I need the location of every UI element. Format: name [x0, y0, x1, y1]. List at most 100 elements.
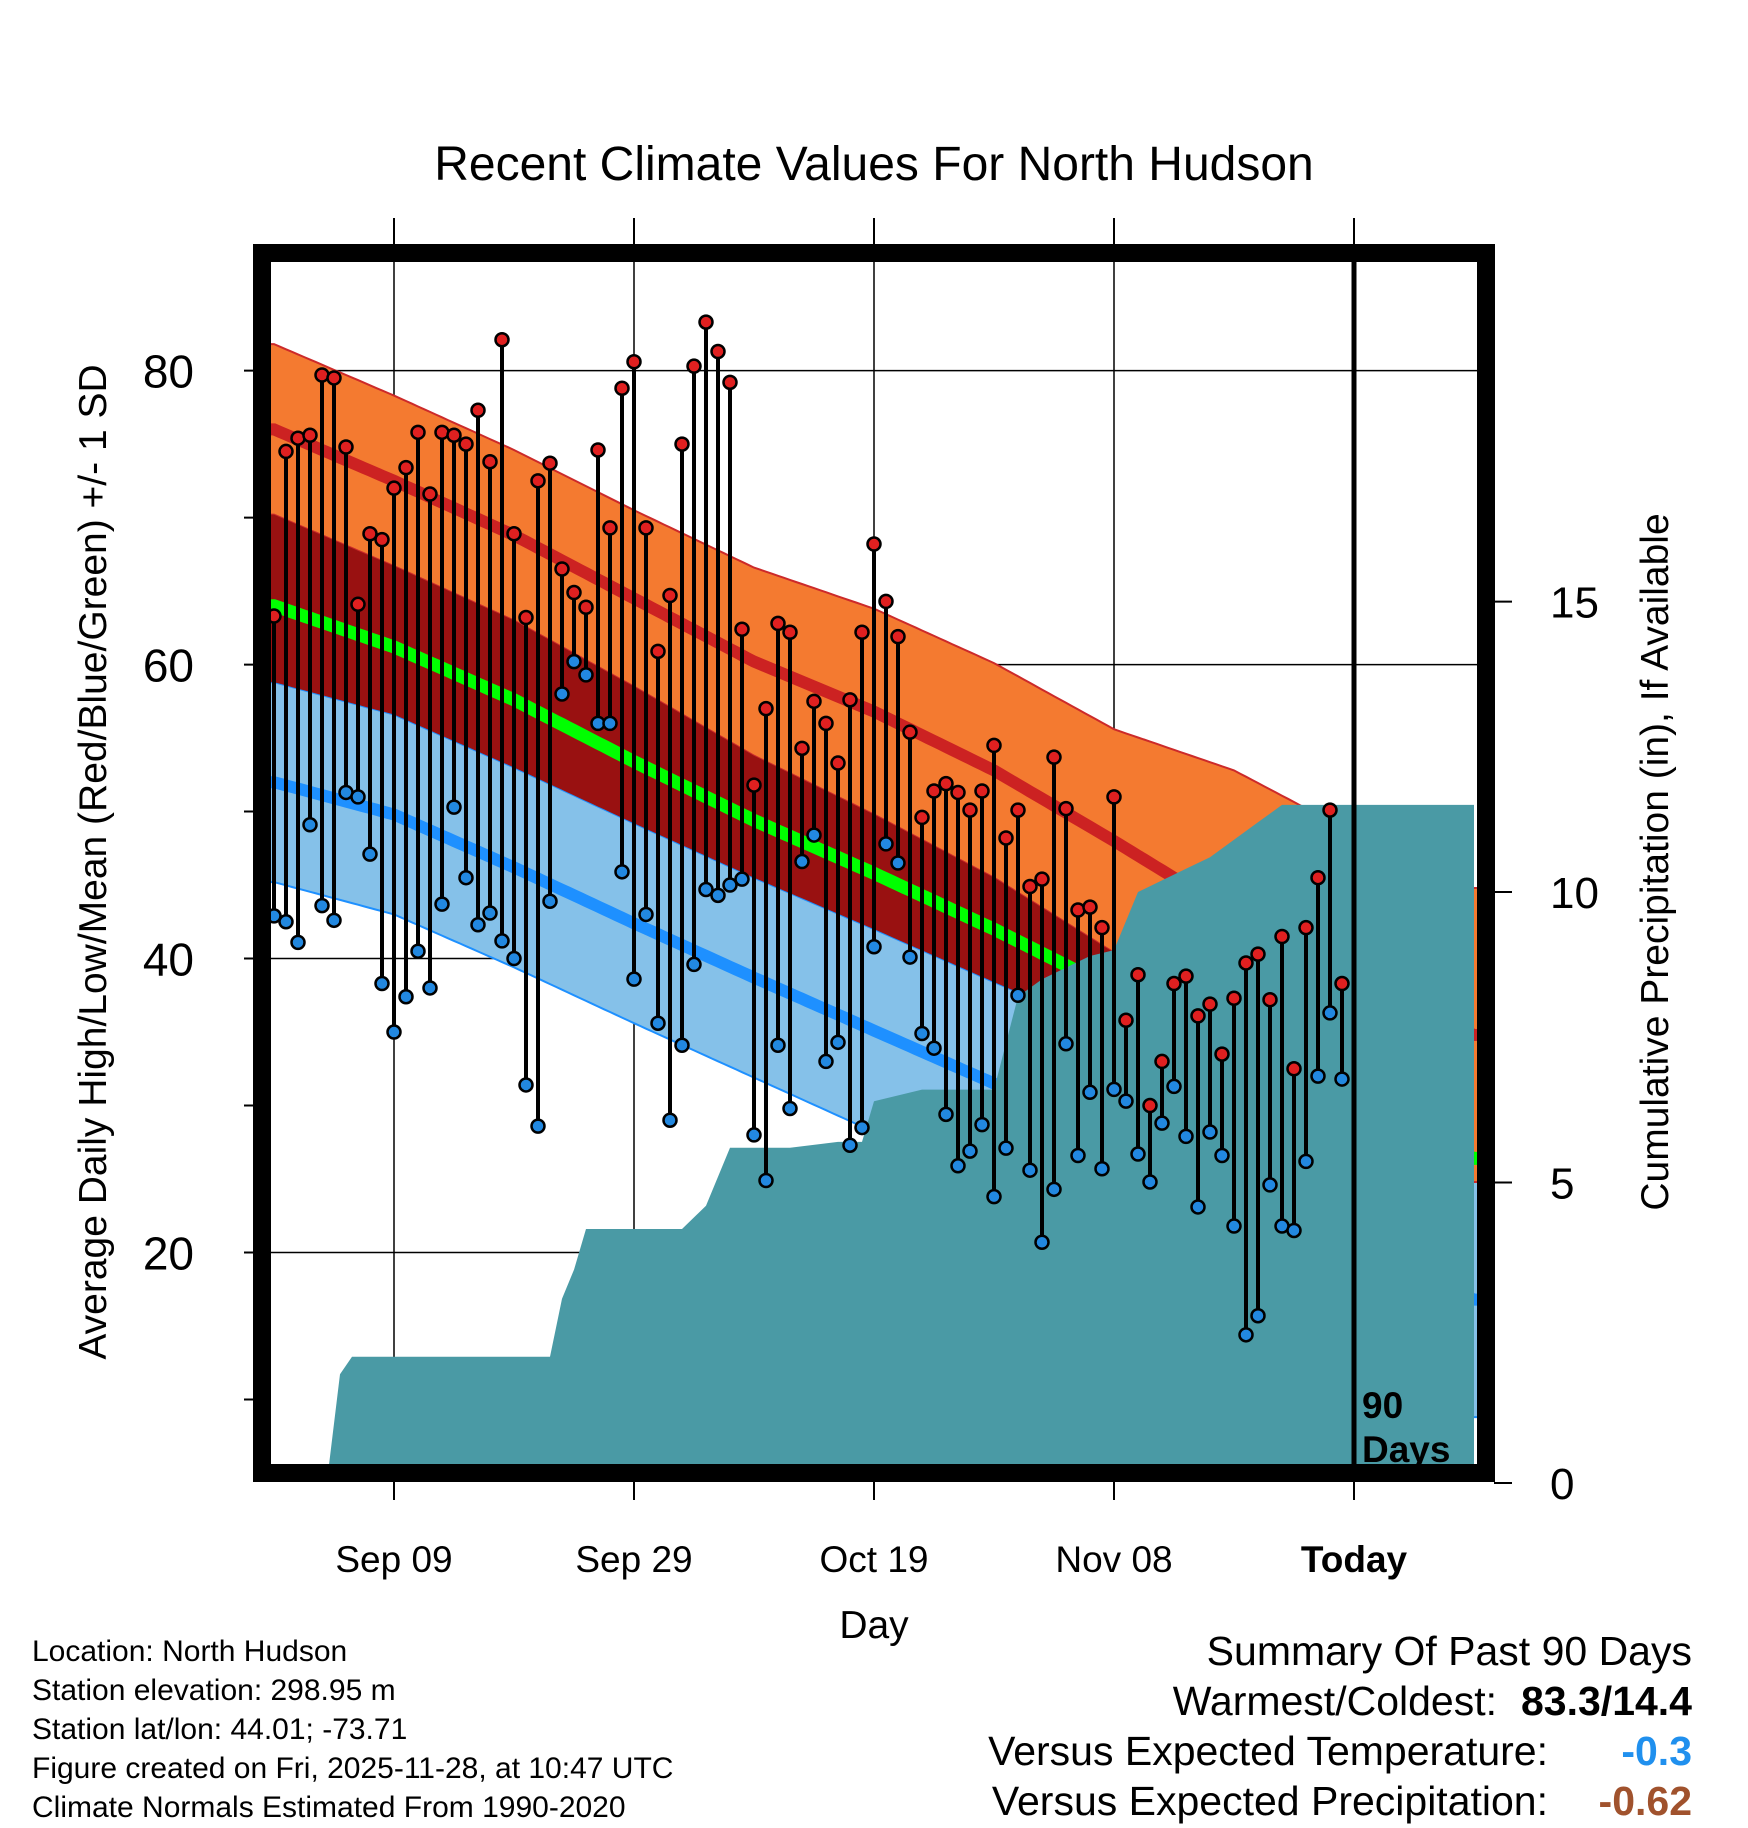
- daily-high-point-23: [542, 455, 558, 471]
- daily-high-point-88: [1322, 802, 1338, 818]
- daily-low-point-45: [806, 827, 822, 843]
- y-tick-label-60: 60: [143, 640, 194, 692]
- daily-high-point-32: [650, 643, 666, 660]
- daily-low-point-18: [482, 905, 498, 921]
- daily-low-point-16: [458, 869, 474, 886]
- daily-low-point-82: [1250, 1307, 1266, 1324]
- daily-high-point-6: [338, 439, 354, 455]
- daily-high-point-64: [1034, 871, 1050, 887]
- daily-low-point-52: [890, 855, 906, 871]
- daily-high-point-45: [806, 693, 822, 710]
- daily-low-point-31: [638, 906, 654, 923]
- daily-high-point-38: [722, 374, 738, 391]
- station-info: Location: North Hudson Station elevation…: [32, 1632, 673, 1827]
- daily-high-point-63: [1022, 878, 1038, 895]
- daily-low-point-11: [398, 989, 414, 1005]
- x-tick-label-20: Sep 29: [575, 1539, 692, 1580]
- daily-low-point-26: [578, 667, 594, 683]
- daily-low-point-21: [518, 1077, 534, 1093]
- daily-low-point-23: [542, 893, 558, 909]
- daily-high-point-68: [1082, 899, 1098, 915]
- daily-high-point-77: [1190, 1008, 1206, 1024]
- daily-high-point-60: [986, 737, 1002, 754]
- daily-low-point-51: [878, 836, 894, 852]
- y2-tick-label-10: 10: [1550, 869, 1599, 918]
- location-text: Location: North Hudson: [32, 1635, 348, 1668]
- daily-low-point-17: [470, 916, 486, 933]
- y2-tick-label-5: 5: [1550, 1160, 1574, 1209]
- summary-temp-row: Versus Expected Temperature: -0.3: [988, 1726, 1692, 1776]
- daily-low-point-80: [1226, 1218, 1242, 1234]
- daily-high-point-49: [854, 624, 870, 640]
- daily-high-point-42: [770, 615, 786, 632]
- daily-low-point-78: [1202, 1124, 1218, 1140]
- daily-low-point-58: [962, 1143, 978, 1159]
- daily-high-point-73: [1142, 1097, 1158, 1114]
- daily-high-point-34: [674, 436, 690, 452]
- daily-low-point-22: [530, 1118, 546, 1134]
- daily-high-point-28: [602, 520, 618, 536]
- y-tick-label-80: 80: [143, 346, 194, 398]
- y2-tick-label-0: 0: [1550, 1460, 1574, 1509]
- elevation-text: Station elevation: 298.95 m: [32, 1674, 396, 1707]
- daily-high-point-15: [446, 427, 462, 444]
- daily-low-point-1: [278, 914, 294, 930]
- daily-low-point-13: [422, 980, 438, 996]
- daily-high-point-39: [734, 621, 750, 638]
- x-tick-label-40: Oct 19: [820, 1539, 929, 1580]
- daily-low-point-10: [386, 1024, 402, 1040]
- daily-high-point-47: [830, 755, 846, 771]
- daily-low-point-35: [686, 956, 702, 973]
- daily-low-point-74: [1154, 1115, 1170, 1131]
- daily-low-point-83: [1262, 1177, 1278, 1193]
- daily-low-point-39: [734, 871, 750, 887]
- daily-high-point-7: [350, 596, 366, 613]
- daily-high-point-25: [566, 584, 582, 601]
- y2-axis-label: Cumulative Precipitation (in), If Availa…: [1634, 513, 1677, 1210]
- daily-high-point-86: [1298, 919, 1314, 936]
- daily-low-point-3: [302, 817, 318, 833]
- daily-low-point-29: [614, 864, 630, 880]
- daily-high-point-16: [458, 436, 474, 452]
- daily-high-point-30: [626, 354, 642, 370]
- daily-high-point-17: [470, 402, 486, 419]
- normals-text: Climate Normals Estimated From 1990-2020: [32, 1791, 626, 1824]
- daily-low-point-20: [506, 950, 522, 967]
- daily-high-point-21: [518, 609, 534, 626]
- daily-low-point-33: [662, 1112, 678, 1128]
- today-annotation-90: 90: [1362, 1385, 1403, 1426]
- daily-high-point-83: [1262, 991, 1278, 1008]
- temp-value: -0.3: [1621, 1728, 1692, 1774]
- daily-high-point-85: [1286, 1061, 1302, 1077]
- daily-low-point-73: [1142, 1174, 1158, 1190]
- daily-high-point-52: [890, 628, 906, 645]
- daily-high-point-18: [482, 453, 498, 470]
- daily-low-point-8: [362, 846, 378, 862]
- daily-low-point-47: [830, 1034, 846, 1051]
- daily-low-point-44: [794, 853, 810, 870]
- daily-high-point-66: [1058, 800, 1074, 817]
- daily-low-point-50: [866, 939, 882, 955]
- precip-label: Versus Expected Precipitation:: [991, 1778, 1548, 1824]
- warm-cold-value: 83.3/14.4: [1521, 1678, 1692, 1724]
- daily-high-point-33: [662, 587, 678, 604]
- daily-low-point-25: [566, 653, 582, 670]
- daily-high-point-10: [386, 480, 402, 496]
- daily-low-point-61: [998, 1140, 1014, 1156]
- daily-low-point-14: [434, 896, 450, 912]
- daily-high-point-29: [614, 380, 630, 396]
- daily-high-point-74: [1154, 1053, 1170, 1070]
- daily-low-point-88: [1322, 1005, 1338, 1021]
- summary-panel: Summary Of Past 90 Days Warmest/Coldest:…: [988, 1626, 1692, 1826]
- daily-low-point-60: [986, 1188, 1002, 1205]
- summary-warm-cold-row: Warmest/Coldest: 83.3/14.4: [988, 1676, 1692, 1726]
- daily-high-point-61: [998, 830, 1014, 846]
- daily-high-point-46: [818, 715, 834, 732]
- y2-tick-label-15: 15: [1550, 579, 1599, 628]
- daily-high-point-79: [1214, 1046, 1230, 1062]
- daily-low-point-46: [818, 1053, 834, 1070]
- daily-low-point-42: [770, 1037, 786, 1054]
- daily-low-point-67: [1070, 1147, 1086, 1164]
- daily-high-point-19: [494, 331, 510, 348]
- daily-high-point-72: [1130, 966, 1146, 983]
